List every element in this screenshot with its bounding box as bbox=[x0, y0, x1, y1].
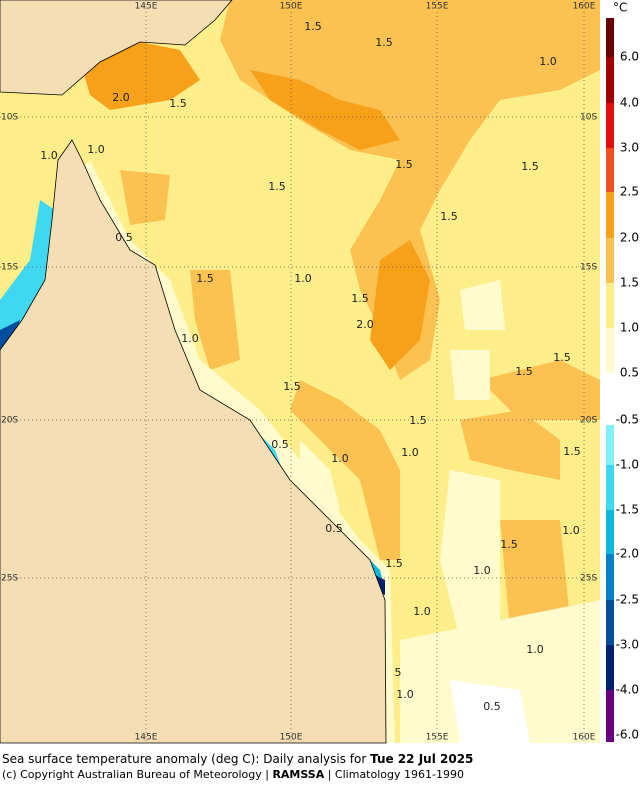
colorbar-label: 3.0 bbox=[620, 141, 639, 155]
lon-label: 160E bbox=[573, 733, 596, 743]
caption-org: RAMSSA bbox=[272, 768, 325, 781]
lat-label: 25S bbox=[580, 574, 597, 584]
lon-label: 160E bbox=[573, 2, 596, 12]
colorbar-segment bbox=[606, 238, 614, 283]
contour-label: 1.5 bbox=[500, 538, 518, 551]
colorbar-segment bbox=[606, 690, 614, 742]
contour-label: 1.5 bbox=[268, 180, 286, 193]
contour-label: 1.0 bbox=[562, 524, 580, 537]
caption-text: Sea surface temperature anomaly (deg C):… bbox=[2, 752, 371, 766]
contour-label: 1.0 bbox=[539, 55, 557, 68]
contour-label: 1.0 bbox=[331, 452, 349, 465]
lon-label: 145E bbox=[135, 2, 158, 12]
lat-label: 25S bbox=[1, 574, 18, 584]
lon-label: 155E bbox=[426, 733, 449, 743]
colorbar-segment bbox=[606, 57, 614, 103]
contour-label: 1.0 bbox=[401, 446, 419, 459]
contour-label: 1.0 bbox=[396, 688, 414, 701]
contour-label: 0.5 bbox=[271, 438, 289, 451]
contour-label: 1.5 bbox=[515, 365, 533, 378]
colorbar-segment bbox=[606, 373, 614, 380]
colorbar-label: -0.5 bbox=[616, 413, 639, 427]
caption-line-1: Sea surface temperature anomaly (deg C):… bbox=[2, 752, 473, 766]
map: 145E 145E 150E 150E 155E 155E 160E 160E 10S 10S 15… bbox=[0, 0, 639, 744]
colorbar-segment bbox=[606, 554, 614, 600]
colorbar-label: 0.5 bbox=[620, 366, 639, 380]
colorbar-segment bbox=[606, 328, 614, 373]
anomaly-fields bbox=[0, 0, 600, 743]
colorbar-segment bbox=[606, 283, 614, 328]
lon-label: 145E bbox=[135, 733, 158, 743]
contour-label: 1.5 bbox=[351, 292, 369, 305]
contour-label: 1.0 bbox=[181, 332, 199, 345]
lon-label: 155E bbox=[426, 2, 449, 12]
colorbar-segment bbox=[606, 465, 614, 510]
contour-label: 1.0 bbox=[413, 605, 431, 618]
contour-label: 1.5 bbox=[169, 97, 187, 110]
contour-label: 1.5 bbox=[304, 20, 322, 33]
contour-label: 1.5 bbox=[563, 445, 581, 458]
colorbar-segment bbox=[606, 510, 614, 554]
contour-label: 1.5 bbox=[409, 414, 427, 427]
colorbar-label: 1.5 bbox=[620, 276, 639, 290]
colorbar-unit: °C bbox=[613, 1, 627, 15]
colorbar-label: 2.5 bbox=[620, 185, 639, 199]
colorbar-segment bbox=[606, 148, 614, 192]
colorbar-segment bbox=[606, 103, 614, 148]
colorbar-label: 1.0 bbox=[620, 321, 639, 335]
lon-label: 150E bbox=[280, 733, 303, 743]
colorbar-segment bbox=[606, 645, 614, 690]
colorbar-label: -2.0 bbox=[616, 547, 639, 561]
caption-copyright: (c) Copyright Australian Bureau of Meteo… bbox=[2, 768, 273, 781]
contour-label: 2.0 bbox=[356, 318, 374, 331]
colorbar-segment bbox=[606, 425, 614, 465]
land-new-guinea bbox=[0, 0, 233, 96]
contour-label: 0.5 bbox=[483, 700, 501, 713]
colorbar-label: -4.0 bbox=[616, 683, 639, 697]
contour-label: 1.5 bbox=[395, 158, 413, 171]
colorbar-label: 6.0 bbox=[620, 50, 639, 64]
colorbar-label: -2.5 bbox=[616, 593, 639, 607]
caption-climatology: | Climatology 1961-1990 bbox=[324, 768, 464, 781]
colorbar: 6.0 4.0 3.0 2.5 2.0 1.5 1.0 0.5 -0.5 -1.0 -1.5 -2.0… bbox=[606, 18, 639, 742]
contour-label: 1.0 bbox=[294, 272, 312, 285]
colorbar-segment bbox=[606, 18, 614, 57]
lat-label: 20S bbox=[1, 416, 18, 426]
colorbar-label: 4.0 bbox=[620, 96, 639, 110]
colorbar-label: -1.0 bbox=[616, 458, 639, 472]
lat-label: 10S bbox=[1, 113, 18, 123]
contour-label: 0.5 bbox=[325, 522, 343, 535]
colorbar-segment bbox=[606, 600, 614, 645]
contour-label: 1.5 bbox=[521, 160, 539, 173]
contour-label: 1.5 bbox=[375, 36, 393, 49]
contour-label: 5 bbox=[395, 666, 402, 679]
contour-labels: 1.5 1.5 1.0 2.0 1.5 1.0 1.0 1.5 1.5 1.5 1.5 0.5 1.5 1… bbox=[40, 20, 581, 713]
graticule: 145E 145E 150E 150E 155E 155E 160E 160E 10S 10S 15… bbox=[0, 0, 600, 743]
contour-label: 1.5 bbox=[553, 351, 571, 364]
contour-label: 1.5 bbox=[283, 380, 301, 393]
contour-label: 2.0 bbox=[112, 91, 130, 104]
colorbar-label: -1.5 bbox=[616, 503, 639, 517]
colorbar-label: -3.0 bbox=[616, 638, 639, 652]
lat-label: 10S bbox=[580, 113, 597, 123]
lat-label: 15S bbox=[1, 263, 18, 273]
contour-label: 0.5 bbox=[115, 231, 133, 244]
colorbar-label: 2.0 bbox=[620, 231, 639, 245]
contour-label: 1.5 bbox=[440, 210, 458, 223]
colorbar-segment bbox=[606, 192, 614, 238]
contour-label: 1.5 bbox=[196, 272, 214, 285]
contour-label: 1.0 bbox=[526, 643, 544, 656]
contour-label: 1.5 bbox=[385, 557, 403, 570]
contour-label: 1.0 bbox=[473, 564, 491, 577]
contour-label: 1.0 bbox=[40, 149, 58, 162]
caption-date: Tue 22 Jul 2025 bbox=[370, 752, 474, 766]
caption-line-2: (c) Copyright Australian Bureau of Meteo… bbox=[2, 768, 464, 781]
lat-label: 15S bbox=[580, 263, 597, 273]
contour-label: 1.0 bbox=[87, 143, 105, 156]
lon-label: 150E bbox=[280, 2, 303, 12]
land-australia bbox=[0, 139, 387, 744]
lat-label: 20S bbox=[580, 416, 597, 426]
colorbar-label: -6.0 bbox=[616, 728, 639, 742]
